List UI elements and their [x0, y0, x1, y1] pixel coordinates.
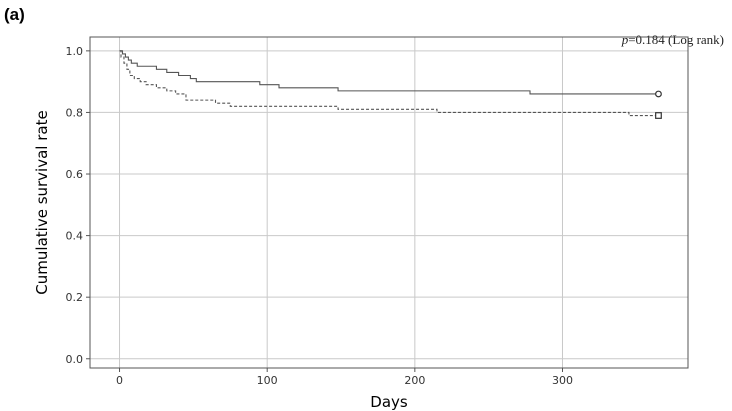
censor-square-marker: [655, 112, 662, 119]
y-tick-label: 0.0: [66, 353, 84, 366]
solid-survival-curve: [119, 50, 659, 95]
plot-frame: [89, 36, 689, 369]
p-value-text: =0.184 (Log rank): [628, 32, 724, 47]
x-tick-label: 300: [552, 374, 573, 387]
x-tick-label: 0: [116, 374, 123, 387]
x-tick-label: 100: [257, 374, 278, 387]
y-tick-label: 1.0: [66, 45, 84, 58]
p-value-symbol: p: [621, 32, 629, 47]
censor-circle-marker: [655, 90, 662, 98]
x-axis-label: Days: [370, 393, 408, 411]
dashed-survival-curve: [119, 50, 659, 117]
y-tick-label: 0.2: [66, 291, 84, 304]
y-tick-label: 0.6: [66, 168, 84, 181]
y-axis-label: Cumulative survival rate: [33, 110, 51, 294]
y-tick-label: 0.4: [66, 230, 84, 243]
y-tick-label: 0.8: [66, 106, 84, 119]
p-value-annotation: p=0.184 (Log rank): [621, 32, 724, 47]
survival-curves: [119, 50, 662, 119]
grid-lines: [90, 37, 688, 368]
panel-label: (a): [4, 5, 25, 24]
axis-ticks: 0 100 200 300 0.0 0.2 0.4 0.6 0.8 1.0: [66, 45, 573, 387]
x-tick-label: 200: [404, 374, 425, 387]
